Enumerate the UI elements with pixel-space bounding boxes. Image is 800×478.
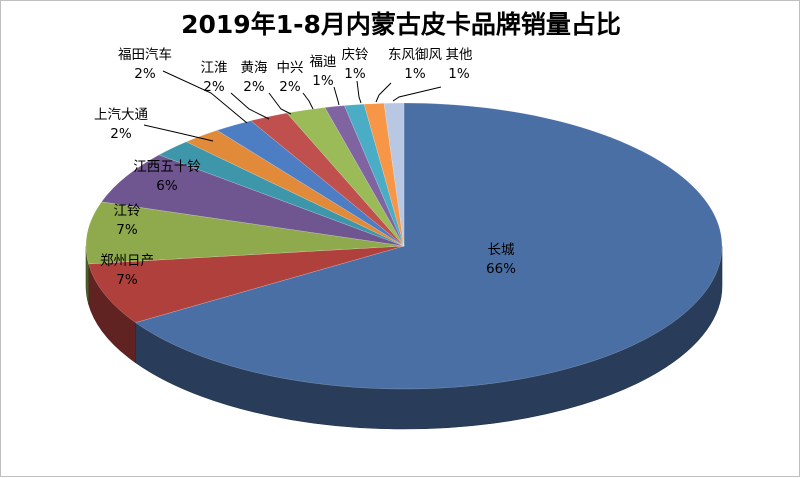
chart-title: 2019年1-8月内蒙古皮卡品牌销量占比: [181, 10, 621, 39]
label-category-0: 长城: [488, 242, 516, 258]
slice-10: [344, 103, 405, 247]
label-value-7: 2%: [243, 79, 265, 95]
label-category-7: 黄海: [241, 60, 268, 76]
data-labels: 长城 66%郑州日产 7%江铃 7%江西五十铃 6%上汽大通 2%福田汽车 2% 江淮 2%黄海…: [94, 46, 516, 288]
label-value-8: 2%: [279, 79, 301, 95]
data-label-3: 江西五十铃 6%: [133, 159, 201, 194]
label-value-9: 1%: [312, 73, 334, 89]
label-category-8: 中兴: [277, 60, 304, 76]
leader-line-7: [268, 92, 292, 115]
label-value-3: 6%: [156, 178, 178, 194]
label-value-10: 1%: [344, 66, 366, 82]
label-category-5: 福田汽车: [118, 46, 172, 63]
label-category-1: 郑州日产: [100, 253, 154, 269]
label-value-6: 2%: [203, 79, 225, 95]
leader-line-4: [143, 124, 214, 142]
label-value-11: 1%: [404, 66, 426, 82]
label-category-3: 江西五十铃: [133, 159, 201, 175]
label-value-12: 1%: [448, 66, 470, 82]
label-value-2: 7%: [116, 222, 138, 238]
data-label-2: 江铃 7%: [114, 203, 141, 238]
leader-line-6: [230, 92, 270, 120]
label-category-11: 东风御风: [388, 47, 442, 63]
data-label-6: 江淮 2%: [201, 60, 228, 95]
label-category-6: 江淮: [201, 60, 228, 76]
slice-11: [363, 103, 405, 247]
leader-lines: [143, 70, 442, 142]
label-category-2: 江铃: [114, 203, 141, 219]
data-label-5: 福田汽车 2%: [118, 46, 172, 82]
data-label-0: 长城 66%: [486, 242, 516, 277]
leader-line-12: [392, 86, 442, 102]
leader-line-8: [302, 92, 314, 110]
label-value-5: 2%: [134, 66, 156, 82]
pie-slices: [85, 102, 723, 390]
data-label-8: 中兴 2%: [277, 60, 304, 95]
label-category-9: 福迪: [310, 54, 337, 70]
label-category-4: 上汽大通: [94, 107, 148, 123]
data-label-10: 庆铃 1%: [342, 47, 369, 82]
data-label-7: 黄海 2%: [241, 60, 268, 95]
slice-3: [101, 154, 405, 247]
data-label-9: 福迪 1%: [310, 54, 337, 89]
slice-4: [158, 141, 405, 247]
slice-9: [324, 105, 405, 247]
slice-5: [185, 130, 405, 247]
label-category-12: 其他: [446, 47, 473, 63]
slice-8: [286, 107, 405, 247]
label-value-0: 66%: [486, 261, 516, 277]
data-label-4: 上汽大通 2%: [94, 107, 148, 142]
leader-line-5: [162, 70, 248, 124]
slice-12: [383, 102, 405, 247]
leader-line-10: [356, 80, 362, 104]
data-label-12: 其他 1%: [446, 47, 473, 82]
leader-line-9: [333, 86, 340, 106]
slice-1: [88, 245, 405, 323]
slice-0: [134, 102, 723, 390]
label-value-4: 2%: [110, 126, 132, 142]
label-value-1: 7%: [116, 272, 138, 288]
leader-line-11: [375, 82, 392, 103]
slice-6: [216, 120, 405, 247]
data-label-1: 郑州日产 7%: [100, 253, 154, 288]
data-label-11: 东风御风 1%: [388, 47, 442, 82]
slice-2: [85, 201, 405, 265]
slice-7: [250, 112, 405, 247]
label-category-10: 庆铃: [342, 47, 369, 63]
